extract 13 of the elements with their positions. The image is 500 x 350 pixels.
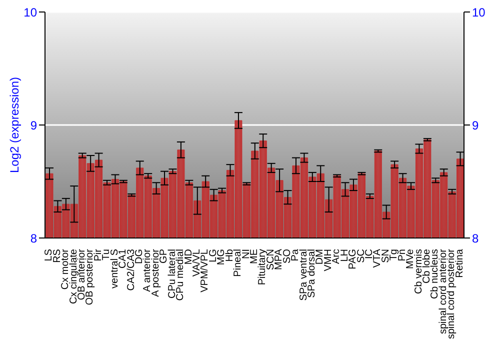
y-tick-label: 8 <box>30 231 38 246</box>
x-tick-label: ME <box>249 248 260 264</box>
y2-tick-label: 10 <box>472 5 486 20</box>
x-tick-label: Tg <box>388 249 400 261</box>
y-axis-title: Log2 (expression) <box>7 76 22 174</box>
y2-tick-label: 9 <box>472 118 479 132</box>
x-tick-label: A posterior <box>150 248 162 297</box>
x-tick-label: OB posterior <box>84 248 96 306</box>
y2-tick-label: 8 <box>472 231 479 246</box>
x-tick-label: Pituitary <box>257 249 268 286</box>
y-tick-label: 10 <box>24 5 38 20</box>
x-tick-label: RS <box>52 248 63 263</box>
y-tick-label: 9 <box>30 118 38 132</box>
